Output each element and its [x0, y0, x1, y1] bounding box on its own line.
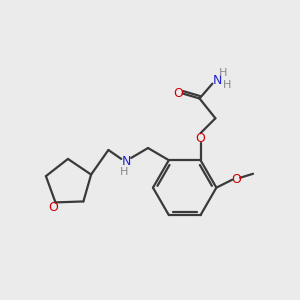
- Text: N: N: [122, 155, 131, 168]
- Text: H: H: [223, 80, 232, 90]
- Text: O: O: [231, 173, 241, 186]
- Text: H: H: [219, 68, 227, 78]
- Text: O: O: [196, 132, 206, 145]
- Text: H: H: [120, 167, 128, 177]
- Text: N: N: [213, 74, 222, 87]
- Text: O: O: [49, 201, 58, 214]
- Text: O: O: [173, 87, 183, 100]
